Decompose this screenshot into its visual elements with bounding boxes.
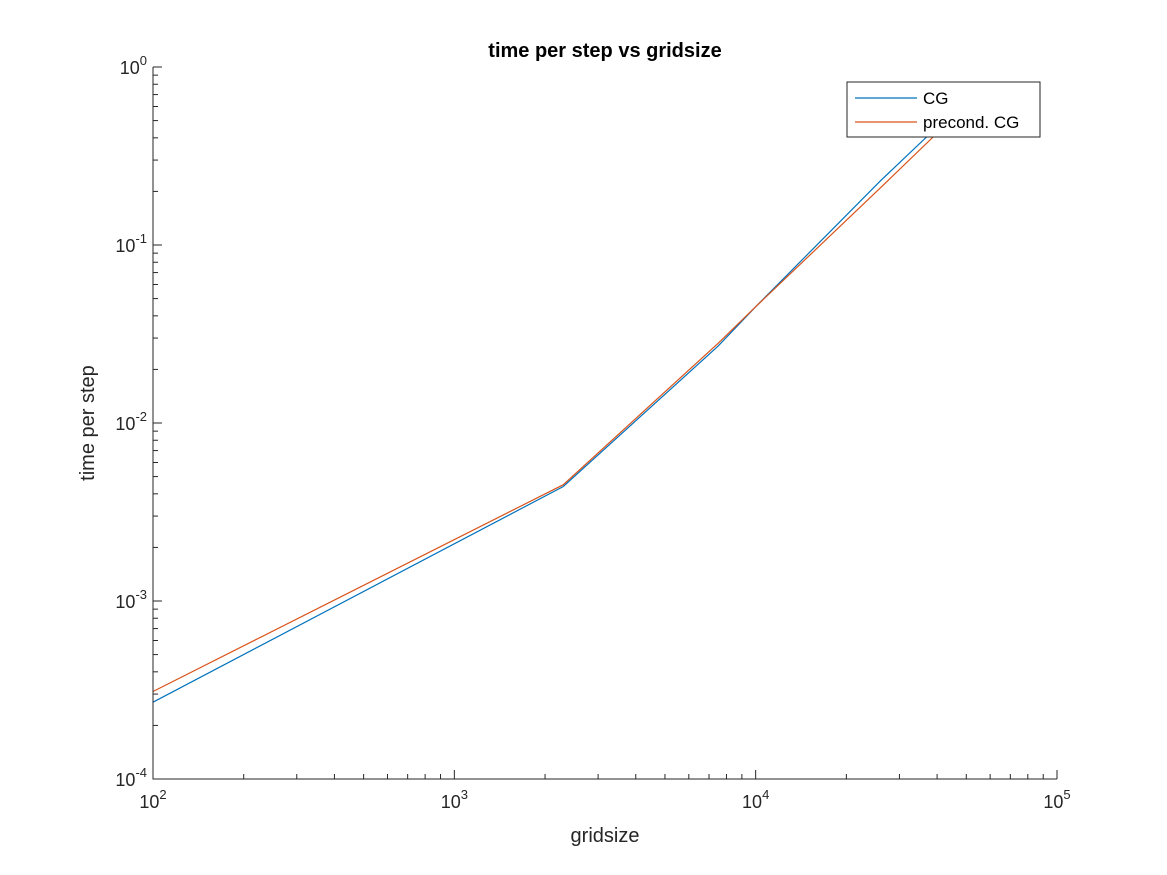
x-tick-label: 105: [1043, 787, 1070, 812]
legend-entry: CG: [855, 89, 949, 108]
y-tick-label: 10-1: [115, 231, 147, 256]
legend: CG precond. CG: [846, 81, 1041, 138]
legend-label: CG: [923, 89, 949, 108]
ticks-layer: 102 103 104 105 10-4 10-3 10-2 10-1 100: [115, 53, 1070, 812]
series-line-precond-cg: [152, 126, 944, 693]
y-tick-label: 10-4: [115, 765, 147, 790]
y-tick-label: 10-2: [115, 409, 147, 434]
plot-area: [153, 67, 1057, 779]
x-axis-title: gridsize: [571, 825, 640, 847]
legend-entry: precond. CG: [855, 113, 1019, 132]
y-tick-label: 10-3: [115, 587, 147, 612]
legend-box: [846, 81, 1041, 138]
x-tick-label: 102: [139, 787, 166, 812]
y-tick-label: 100: [120, 53, 147, 78]
axes-box: [152, 67, 1057, 780]
series-layer: [152, 126, 944, 703]
x-tick-label: 103: [441, 787, 468, 812]
legend-label: precond. CG: [923, 113, 1019, 132]
chart-title: time per step vs gridsize: [488, 40, 721, 62]
series-line-cg: [152, 126, 938, 703]
x-tick-label: 104: [742, 787, 769, 812]
y-axis-title: time per step: [77, 365, 99, 481]
